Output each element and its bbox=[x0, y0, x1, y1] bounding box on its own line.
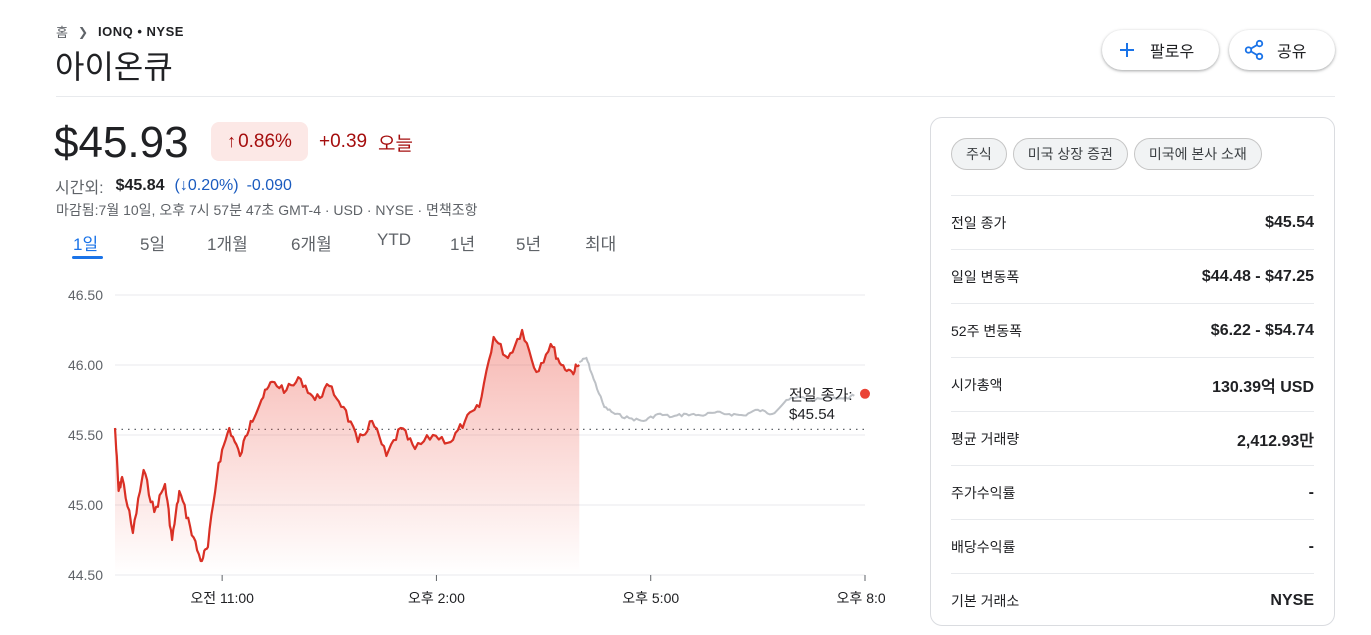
after-hours-price: $45.84 bbox=[115, 177, 165, 194]
after-hours-change-percent: (↓0.20%) bbox=[174, 177, 239, 194]
previous-close-label-text: 전일 종가: bbox=[789, 387, 853, 404]
key-stats-panel: 주식 미국 상장 증권 미국에 본사 소재 전일 종가 $45.54 일일 변동… bbox=[930, 117, 1335, 626]
after-hours-line bbox=[578, 356, 855, 423]
breadcrumb-home-link[interactable]: 홈 bbox=[56, 25, 68, 40]
stat-value: 130.39억 USD bbox=[1212, 378, 1314, 396]
y-tick-label: 44.50 bbox=[68, 567, 103, 583]
stat-label: 기본 거래소 bbox=[951, 592, 1020, 609]
stat-row-previous-close: 전일 종가 $45.54 bbox=[951, 195, 1314, 249]
stat-label: 배당수익률 bbox=[951, 538, 1016, 555]
stat-value: 2,412.93만 bbox=[1236, 432, 1314, 450]
after-hours-label: 시간외: bbox=[55, 180, 104, 197]
stat-label: 52주 변동폭 bbox=[951, 322, 1022, 339]
breadcrumb: 홈 ❯ IONQ • NYSE bbox=[56, 22, 184, 41]
follow-button-label: 팔로우 bbox=[1150, 44, 1195, 61]
stat-value: NYSE bbox=[1270, 591, 1314, 609]
tab-1d[interactable]: 1일 bbox=[73, 235, 99, 254]
active-tab-indicator bbox=[72, 256, 103, 259]
chart-series bbox=[113, 328, 870, 575]
stat-label: 전일 종가 bbox=[951, 214, 1007, 231]
change-period: 오늘 bbox=[378, 134, 413, 155]
stat-row-market-cap: 시가총액 130.39억 USD bbox=[951, 357, 1314, 411]
x-tick-label: 오후 5:00 bbox=[622, 590, 679, 606]
tab-1y[interactable]: 1년 bbox=[450, 235, 476, 254]
stat-label: 시가총액 bbox=[951, 376, 1003, 393]
y-tick-label: 45.50 bbox=[68, 427, 103, 443]
change-absolute: +0.39 bbox=[319, 131, 368, 152]
tab-ytd[interactable]: YTD bbox=[377, 230, 411, 249]
stat-label: 평균 거래량 bbox=[951, 430, 1020, 447]
after-hours-change-absolute: -0.090 bbox=[246, 177, 292, 194]
tab-1m[interactable]: 1개월 bbox=[207, 235, 248, 254]
price-chart[interactable]: 46.50 46.00 45.50 45.00 44.50 오전 11:00 오후 2:0… bbox=[55, 280, 885, 610]
stat-row-day-range: 일일 변동폭 $44.48 - $47.25 bbox=[951, 249, 1314, 303]
tab-5d[interactable]: 5일 bbox=[140, 235, 166, 254]
x-tick-label: 오후 2:00 bbox=[408, 590, 465, 606]
breadcrumb-ticker: IONQ • NYSE bbox=[98, 24, 184, 39]
stat-value: $45.54 bbox=[1265, 213, 1314, 231]
y-tick-label: 46.00 bbox=[68, 357, 103, 373]
y-tick-label: 46.50 bbox=[68, 287, 103, 303]
page-title: 아이온큐 bbox=[55, 49, 173, 85]
stat-value: - bbox=[1308, 537, 1314, 555]
share-button[interactable]: 공유 bbox=[1229, 30, 1335, 70]
y-axis-labels: 46.50 46.00 45.50 45.00 44.50 bbox=[68, 287, 103, 583]
stat-value: $6.22 - $54.74 bbox=[1210, 321, 1314, 339]
follow-button[interactable]: 팔로우 bbox=[1102, 30, 1219, 70]
chip-stock[interactable]: 주식 bbox=[951, 138, 1007, 170]
chip-us-listed[interactable]: 미국 상장 증권 bbox=[1012, 138, 1128, 170]
x-tick-label: 오후 8:00 bbox=[837, 590, 885, 606]
stat-row-dividend-yield: 배당수익률 - bbox=[951, 519, 1314, 573]
share-button-label: 공유 bbox=[1277, 44, 1307, 61]
regular-session-line bbox=[113, 328, 580, 563]
stat-value: - bbox=[1308, 483, 1314, 501]
chip-us-headquartered[interactable]: 미국에 본사 소재 bbox=[1133, 138, 1262, 170]
x-tick-label: 오전 11:00 bbox=[190, 590, 254, 606]
plus-icon bbox=[1116, 39, 1138, 61]
current-price: $45.93 bbox=[54, 118, 189, 167]
tab-5y[interactable]: 5년 bbox=[516, 235, 542, 254]
arrow-up-icon: ↑ bbox=[227, 131, 237, 151]
change-percent-badge: ↑ 0.86% bbox=[211, 122, 308, 161]
latest-price-dot bbox=[860, 388, 870, 399]
x-axis-labels: 오전 11:00 오후 2:00 오후 5:00 오후 8:00 bbox=[190, 590, 885, 606]
stat-label: 주가수익률 bbox=[951, 484, 1016, 501]
stat-row-pe-ratio: 주가수익률 - bbox=[951, 465, 1314, 519]
after-hours-quote: 시간외: $45.84 (↓0.20%) -0.090 bbox=[55, 174, 292, 198]
header-divider bbox=[56, 96, 1335, 97]
market-closed-note: 마감됨:7월 10일, 오후 7시 57분 47초 GMT-4 · USD · … bbox=[56, 202, 478, 218]
regular-session-area bbox=[115, 330, 580, 575]
stat-row-52w-range: 52주 변동폭 $6.22 - $54.74 bbox=[951, 303, 1314, 357]
stat-row-primary-exchange: 기본 거래소 NYSE bbox=[951, 573, 1314, 627]
chevron-right-icon: ❯ bbox=[77, 24, 89, 39]
tab-max[interactable]: 최대 bbox=[585, 235, 617, 254]
y-tick-label: 45.00 bbox=[68, 497, 103, 513]
share-icon bbox=[1243, 39, 1265, 61]
category-chips: 주식 미국 상장 증권 미국에 본사 소재 bbox=[951, 138, 1262, 170]
stat-label: 일일 변동폭 bbox=[951, 268, 1020, 285]
previous-close-label: 전일 종가: $45.54 bbox=[789, 386, 853, 424]
previous-close-label-value: $45.54 bbox=[789, 406, 835, 423]
stat-value: $44.48 - $47.25 bbox=[1201, 267, 1314, 285]
tab-6m[interactable]: 6개월 bbox=[291, 235, 332, 254]
change-percent-value: 0.86% bbox=[238, 130, 292, 152]
stat-row-avg-volume: 평균 거래량 2,412.93만 bbox=[951, 411, 1314, 465]
